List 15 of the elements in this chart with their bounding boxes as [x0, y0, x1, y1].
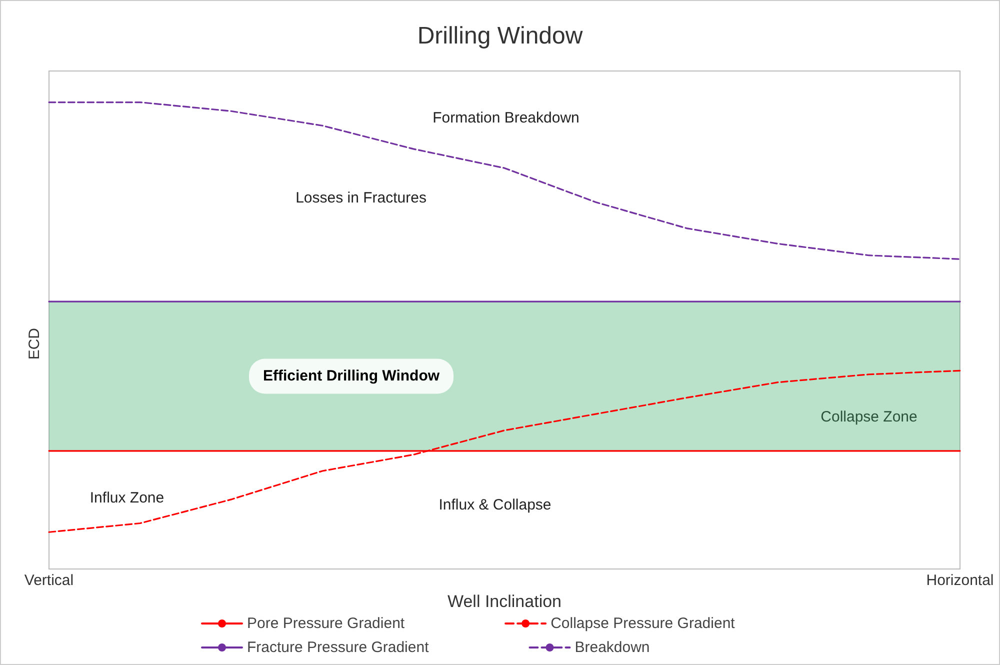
y-axis-title: ECD [26, 328, 43, 360]
annotation: Losses in Fractures [296, 190, 426, 206]
band-label: Efficient Drilling Window [263, 368, 440, 385]
annotation: Influx & Collapse [438, 496, 552, 514]
chart-title: Drilling Window [417, 22, 584, 50]
x-tick-label: Vertical [24, 572, 74, 589]
annotation: Formation Breakdown [432, 110, 580, 126]
legend-label: Pore Pressure Gradient [247, 615, 406, 632]
annotation: Influx Zone [90, 490, 164, 506]
legend-label: Fracture Pressure Gradient [247, 639, 430, 656]
x-axis-title: Well Inclination [447, 592, 562, 611]
legend-label: Breakdown [574, 639, 650, 656]
annotation: Collapse Zone [820, 408, 918, 426]
legend-label: Collapse Pressure Gradient [550, 615, 736, 632]
x-tick-label: Horizontal [926, 572, 994, 589]
